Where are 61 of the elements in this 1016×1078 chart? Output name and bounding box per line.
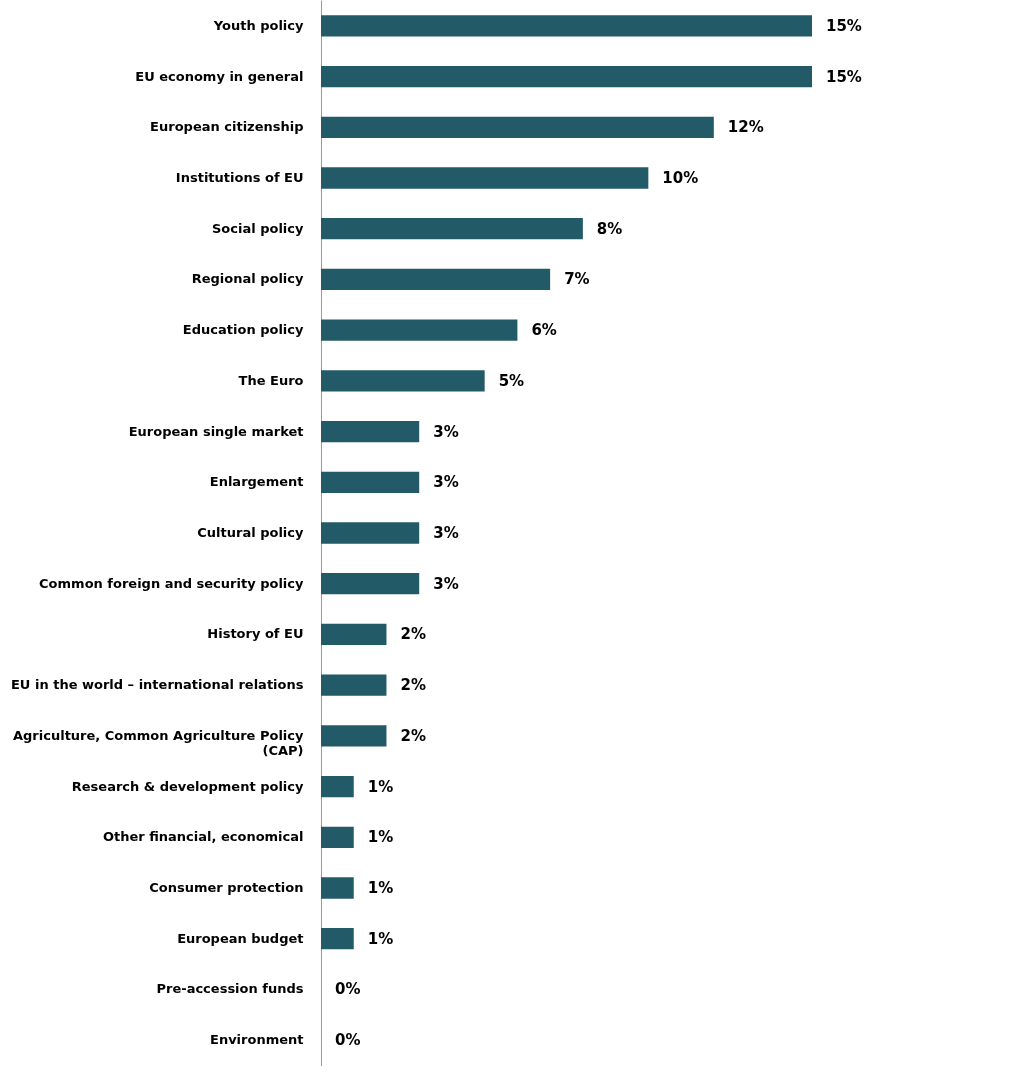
data-label: 1%	[367, 777, 394, 796]
bar	[321, 268, 551, 291]
data-label: 3%	[433, 473, 459, 492]
data-label: 1%	[367, 929, 394, 948]
bar	[321, 826, 354, 848]
y-tick-label: Education policy	[182, 322, 305, 338]
bar	[321, 319, 518, 341]
bar	[321, 65, 812, 88]
bar	[321, 522, 420, 544]
data-label: 1%	[367, 828, 394, 847]
data-label: 15%	[826, 67, 862, 86]
bar	[321, 420, 420, 443]
bar	[321, 775, 354, 798]
data-label: 3%	[433, 524, 459, 542]
y-tick-label: Enlargement	[209, 474, 304, 490]
bar	[321, 928, 354, 950]
y-tick-label: European single market	[128, 423, 304, 439]
bar	[321, 116, 714, 138]
y-tick-label: Environment	[210, 1032, 304, 1048]
data-label: 2%	[400, 676, 426, 695]
data-label: 15%	[826, 16, 862, 35]
data-label: 5%	[498, 371, 525, 390]
data-label: 0%	[335, 1031, 361, 1050]
y-tick-label: Other financial, economical	[102, 829, 304, 845]
data-label: 7%	[564, 270, 590, 289]
y-tick-label: Pre-accession funds	[156, 981, 304, 997]
y-tick-label: European citizenship	[150, 119, 304, 135]
y-tick-label: History of EU	[207, 626, 304, 642]
data-label: 6%	[531, 321, 557, 340]
bar	[321, 218, 583, 240]
y-tick-label: Regional policy	[191, 271, 305, 287]
y-tick-label: EU in the world – international relations	[10, 677, 304, 693]
y-tick-label: Research & development policy	[71, 778, 305, 794]
y-tick-label: Institutions of EU	[175, 170, 304, 185]
data-label: 2%	[400, 726, 426, 745]
bar	[321, 167, 649, 189]
data-label: 1%	[367, 879, 394, 897]
y-tick-label: European budget	[177, 930, 304, 946]
data-label: 12%	[727, 118, 764, 137]
y-tick-label: Youth policy	[212, 17, 305, 33]
y-tick-label: EU economy in general	[135, 68, 304, 84]
bar	[321, 15, 812, 37]
data-label: 8%	[596, 219, 623, 238]
bar	[321, 877, 354, 899]
data-label: 10%	[662, 169, 699, 187]
bar	[321, 674, 387, 696]
bar	[321, 725, 387, 747]
y-tick-label: Agriculture, Common Agriculture Policy (CAP)	[12, 727, 305, 758]
bar	[321, 573, 420, 595]
y-tick-label: Social policy	[211, 220, 305, 236]
data-label: 2%	[400, 625, 426, 644]
y-tick-label: Common foreign and security policy	[39, 575, 305, 591]
y-tick-label: Consumer protection	[149, 880, 304, 895]
bar	[321, 471, 420, 493]
y-tick-label: Cultural policy	[197, 525, 305, 540]
bar	[321, 370, 485, 392]
y-tick-label: The Euro	[238, 372, 304, 388]
data-label: 0%	[335, 980, 361, 999]
bar	[321, 623, 387, 646]
data-label: 3%	[433, 422, 459, 441]
data-label: 3%	[433, 574, 459, 593]
